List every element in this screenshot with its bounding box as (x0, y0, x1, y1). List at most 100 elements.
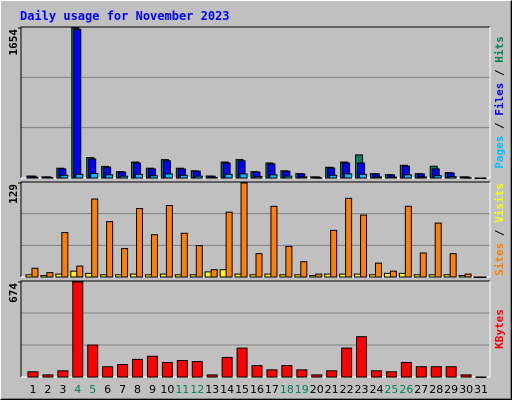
x-tick-label: 24 (369, 383, 383, 396)
x-tick-label: 21 (325, 383, 339, 396)
bar (264, 273, 272, 278)
bar (309, 275, 317, 278)
legend: Sites / Visits (493, 183, 506, 276)
y-tick-label: 674 (7, 283, 20, 303)
bar (87, 344, 99, 378)
bar (174, 274, 182, 278)
bar (249, 274, 257, 278)
bar (403, 174, 412, 179)
legend-entry: Sites (493, 243, 506, 276)
bar (210, 269, 218, 278)
bar (75, 173, 84, 179)
bar (240, 182, 248, 278)
bar (445, 366, 457, 378)
bar (105, 174, 114, 179)
bar (159, 273, 167, 278)
x-tick-label: 4 (74, 383, 81, 396)
x-tick-label: 22 (340, 383, 354, 396)
bar (370, 370, 382, 378)
bar (176, 360, 188, 378)
legend-entry: Pages (493, 136, 506, 169)
plot-border (20, 26, 490, 178)
bar (135, 173, 144, 179)
bar (70, 270, 78, 278)
bar (389, 270, 397, 278)
bar (195, 245, 203, 278)
bar (430, 366, 442, 378)
bar (180, 232, 188, 278)
bar (40, 275, 48, 278)
bar (236, 347, 248, 378)
bar (458, 275, 466, 278)
legend-separator: / (493, 63, 506, 83)
bar (383, 272, 391, 278)
x-tick-label: 13 (205, 383, 219, 396)
bar (388, 176, 397, 179)
bar (413, 274, 421, 278)
bar (356, 336, 368, 378)
x-tick-label: 12 (190, 383, 204, 396)
bar (345, 197, 353, 278)
bar (46, 272, 54, 278)
legend: Pages / Files / Hits (493, 36, 506, 169)
x-tick-label: 8 (134, 383, 141, 396)
legend-entry: Hits (493, 36, 506, 63)
legend-separator: / (493, 116, 506, 136)
bar (27, 371, 39, 378)
x-tick-label: 3 (59, 383, 66, 396)
bar (100, 274, 108, 278)
chart-title: Daily usage for November 2023 (20, 9, 230, 23)
bar (449, 253, 457, 278)
bar (463, 177, 472, 179)
bar (161, 361, 173, 378)
bar (132, 358, 144, 378)
x-tick-label: 27 (414, 383, 428, 396)
bar (418, 176, 427, 179)
x-tick-label: 11 (175, 383, 189, 396)
bar (239, 173, 248, 179)
bar (398, 272, 406, 278)
bar (360, 214, 368, 278)
bar (419, 252, 427, 278)
legend-entry: KBytes (493, 309, 506, 349)
bar (315, 273, 323, 278)
bar (221, 356, 233, 378)
bar (314, 177, 323, 179)
bar (117, 364, 129, 378)
bar (400, 361, 412, 378)
bar (225, 211, 233, 278)
bar (144, 274, 152, 278)
x-tick-label: 5 (89, 383, 96, 396)
y-tick-label: 1654 (7, 29, 20, 56)
bar (45, 177, 54, 179)
x-tick-label: 29 (444, 383, 458, 396)
bar (359, 173, 368, 179)
bar (55, 273, 63, 278)
bar (385, 371, 397, 378)
y-tick-label: 129 (7, 184, 20, 204)
bar (204, 271, 212, 278)
bar (106, 221, 114, 278)
legend-separator: / (493, 223, 506, 243)
bar (91, 198, 99, 278)
bar (130, 273, 138, 278)
legend: KBytes (493, 309, 506, 349)
bar (150, 234, 158, 278)
bar (115, 274, 123, 278)
x-tick-label: 14 (220, 383, 234, 396)
bar (146, 355, 158, 378)
bar (460, 374, 472, 378)
bar (294, 274, 302, 278)
bar (165, 205, 173, 278)
bar (76, 265, 84, 278)
bar (191, 360, 203, 378)
bar (329, 174, 338, 179)
bar (31, 267, 39, 278)
bar (149, 175, 158, 179)
bar (194, 175, 203, 179)
bar (279, 274, 287, 278)
bar (42, 374, 54, 378)
bar (448, 176, 457, 179)
